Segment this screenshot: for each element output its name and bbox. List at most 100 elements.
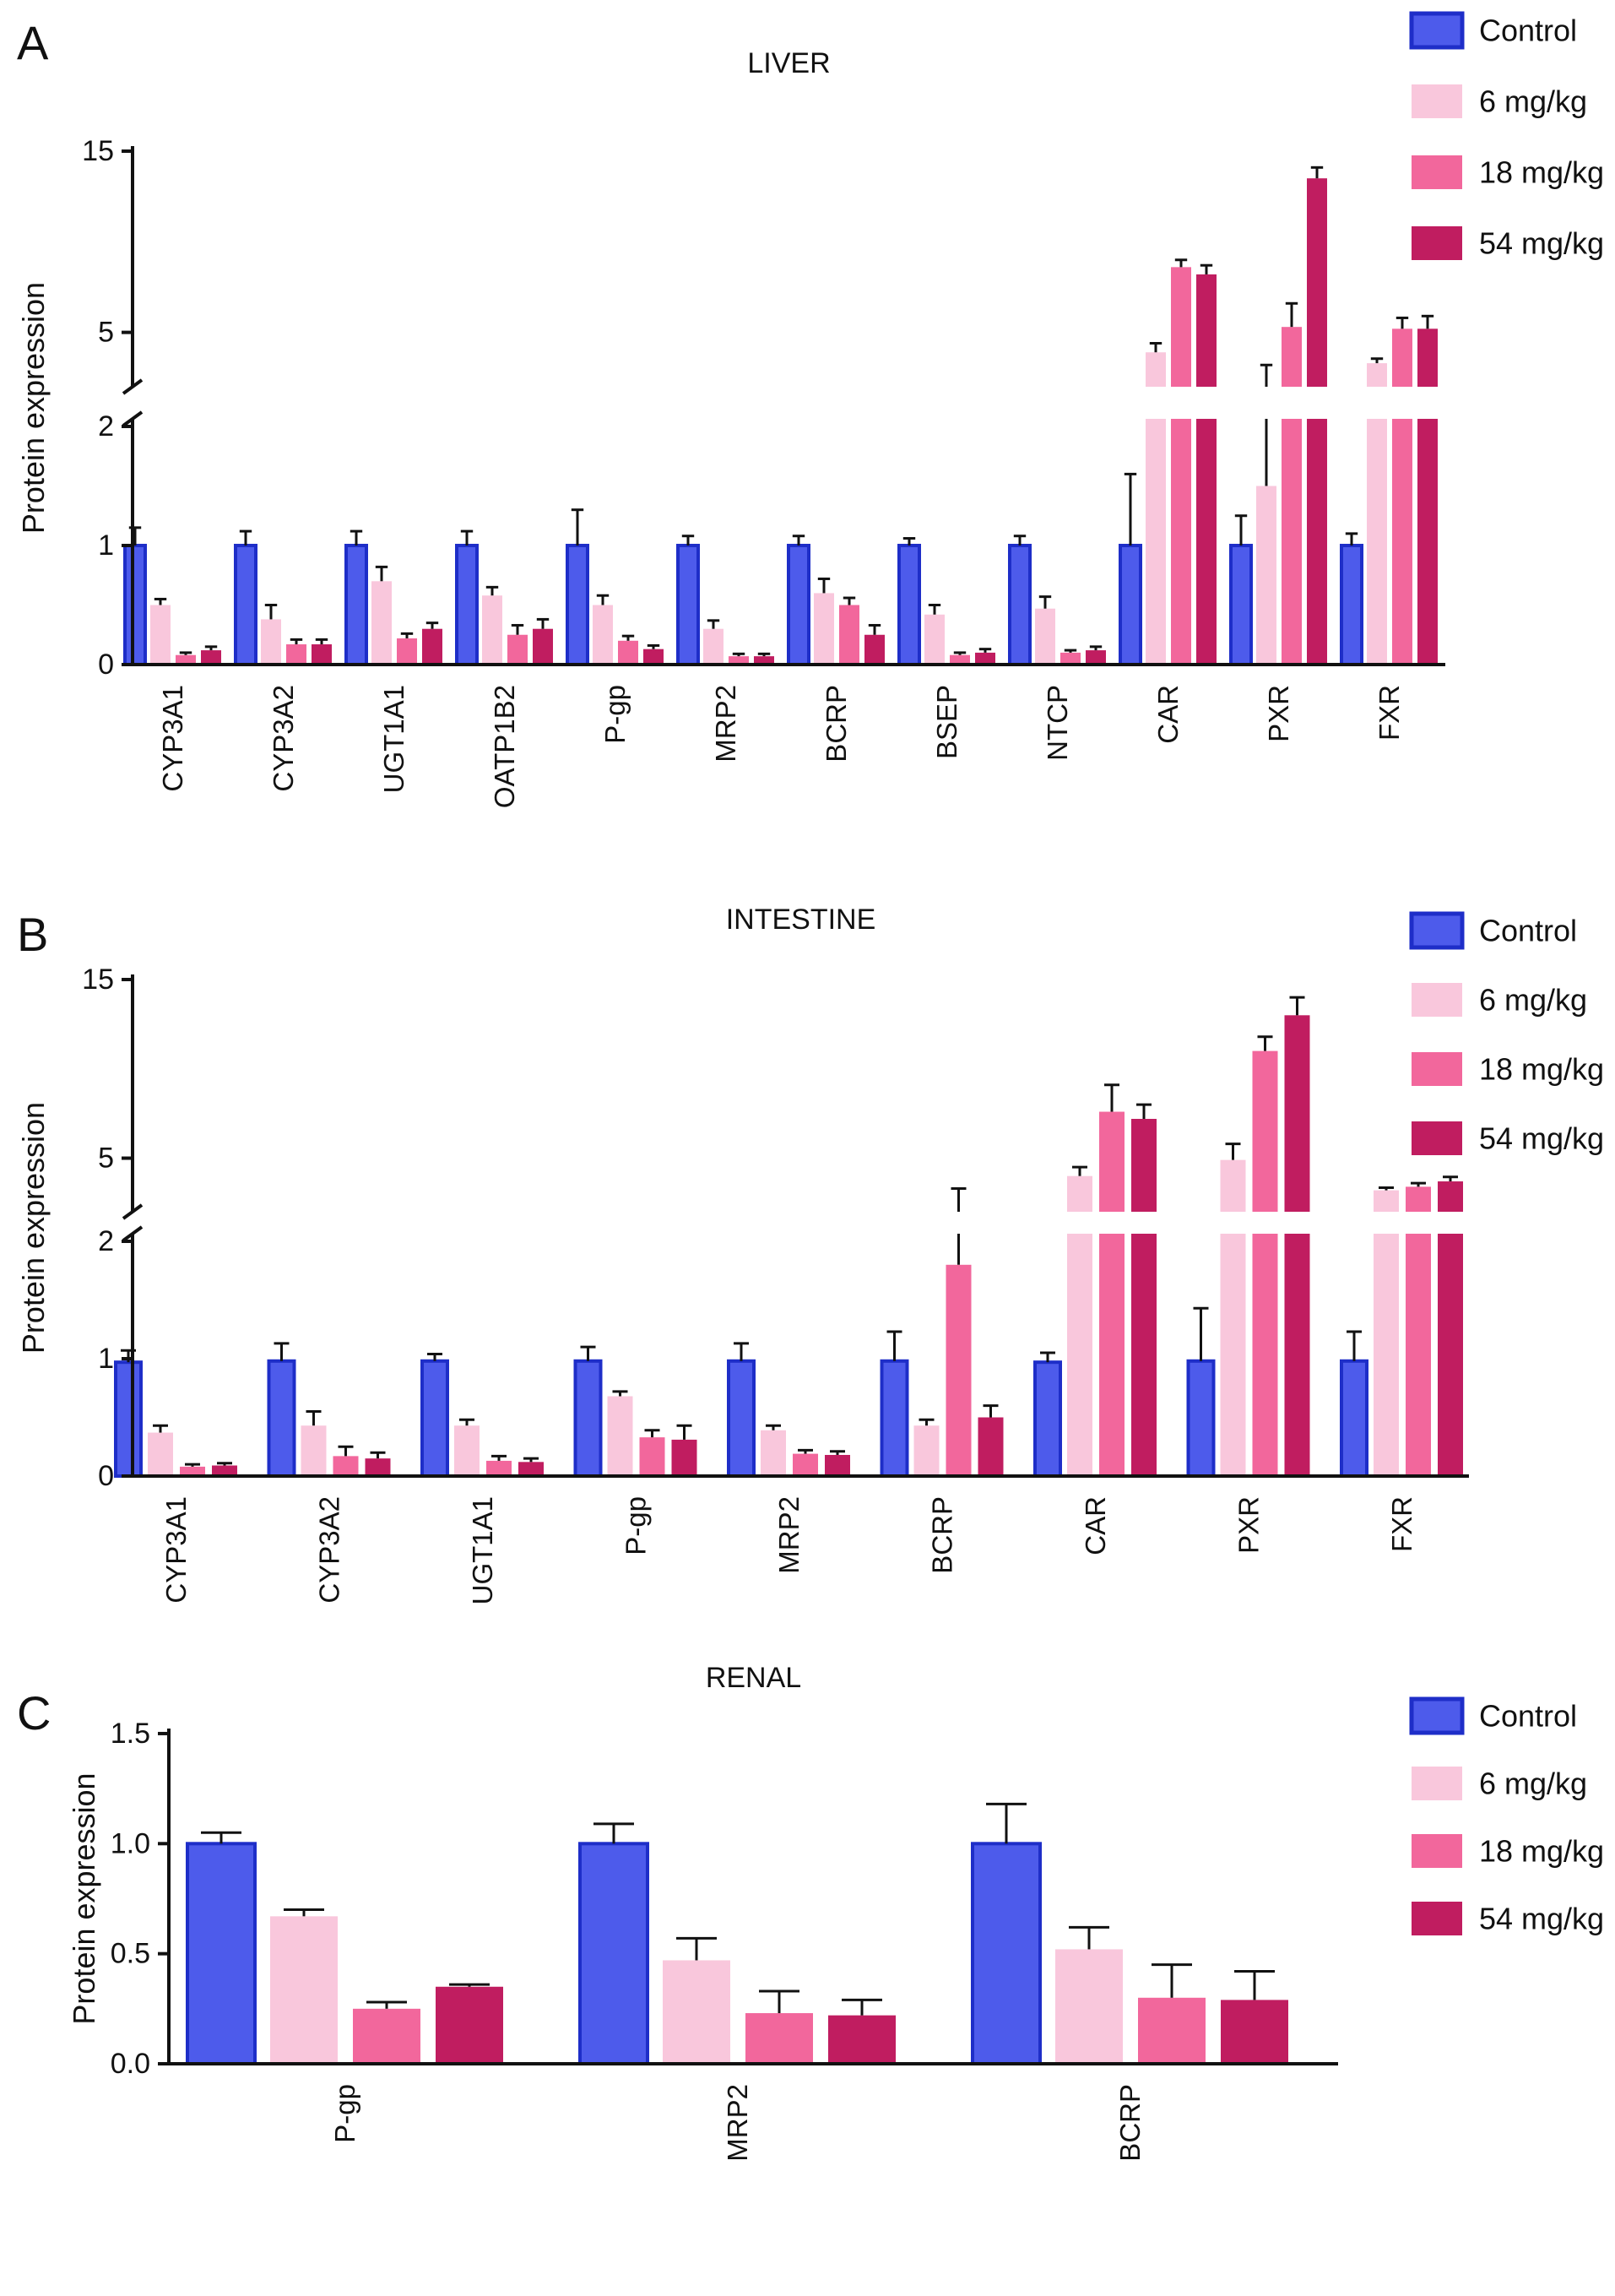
bar [1196,274,1217,665]
axis-break-slash [122,378,144,395]
bar [676,544,700,666]
axes [122,974,1469,1478]
bar [1307,178,1327,665]
bar [1035,608,1055,665]
legend-label: Control [1479,1699,1577,1734]
bar [754,656,774,665]
y-tick-label: 15 [82,963,114,996]
x-category-label: BCRP [927,1496,958,1574]
bar [267,1359,296,1479]
legend-swatch [1412,983,1462,1017]
bar [1282,327,1302,665]
bar [1406,1186,1431,1476]
bar [566,544,589,666]
panel-letter: A [17,16,49,69]
bar [607,1396,633,1476]
legend-swatch [1412,1767,1462,1800]
bar [533,628,553,665]
panel-B: B INTESTINE Protein expression 0 1 2 5 15 CYP3A1… [16,904,1604,1604]
bar [261,619,281,665]
bar [353,2008,420,2064]
bar [1284,1015,1310,1476]
legend-swatch [1412,1902,1462,1935]
bar [371,581,392,665]
bar [814,593,834,665]
bar [978,1417,1004,1476]
bar [729,656,749,665]
legend-swatch [1412,84,1462,118]
bar [1256,486,1276,665]
bar [727,1359,756,1479]
bar [148,1432,173,1476]
bar [454,1425,480,1476]
bar [1374,1190,1399,1476]
bar [114,1360,143,1479]
y-tick-label: 1.0 [111,1827,150,1859]
legend-label: 54 mg/kg [1479,226,1604,261]
y-tick-label: 1.5 [111,1718,150,1750]
bar [150,605,171,665]
legend-label: Control [1479,914,1577,948]
axis-break-gap [135,1212,1471,1234]
bar [825,1454,850,1476]
y-tick-label: 5 [98,1143,114,1175]
bar [618,640,638,665]
bar [201,650,221,665]
bar [880,1359,909,1479]
panel-letter: C [17,1686,51,1740]
bar [1340,1359,1368,1479]
bar [1340,544,1363,666]
y-tick-label: 0 [98,649,114,681]
axis-break-slash [122,1225,144,1242]
y-tick-label: 2 [98,1225,114,1257]
y-axis-label: Protein expression [16,1102,51,1354]
legend-swatch [1412,1052,1462,1086]
x-category-label: PXR [1233,1496,1265,1554]
bar [1099,1111,1125,1476]
bar [924,614,945,665]
bar [333,1456,359,1476]
bar [234,544,257,666]
bar [301,1425,327,1476]
bar [913,1425,940,1476]
legend-label: 6 mg/kg [1479,84,1587,119]
bar [286,644,306,665]
x-category-label: BSEP [931,685,962,759]
bar [1171,267,1191,665]
x-category-label: CYP3A1 [160,1496,192,1604]
bar [793,1453,818,1476]
bar [573,1359,603,1479]
panel-C: C RENAL Protein expression 0.0 0.5 1.0 1.5 P-gp… [17,1662,1604,2162]
bar [1186,1359,1216,1479]
legend-swatch [1412,1834,1462,1868]
y-tick-label: 2 [98,410,114,442]
panel-title: LIVER [747,47,830,79]
x-category-label: UGT1A1 [467,1496,498,1604]
bar [176,654,196,665]
bar [486,1460,512,1476]
bar [1252,1050,1278,1476]
x-category-label: P-gp [599,685,631,744]
bar [365,1458,391,1476]
bar [1086,650,1106,665]
legend-swatch [1412,155,1462,189]
bar [971,1842,1042,2066]
bar [123,544,147,666]
y-axis-label: Protein expression [16,282,51,534]
y-tick-label: 0 [98,1460,114,1492]
legend-swatch [1409,11,1465,50]
y-axis-label: Protein expression [67,1772,101,2024]
bar [397,638,417,665]
bar [593,605,613,665]
bar [1221,2000,1288,2064]
bar [897,544,921,666]
bar [1417,328,1438,665]
bar [828,2015,896,2064]
legend-label: 54 mg/kg [1479,1902,1604,1936]
bar [703,628,723,665]
legend-label: 18 mg/kg [1479,1052,1604,1087]
legend-label: 18 mg/kg [1479,155,1604,190]
bar [186,1842,257,2066]
bars [114,996,1463,1479]
bar [864,634,885,665]
